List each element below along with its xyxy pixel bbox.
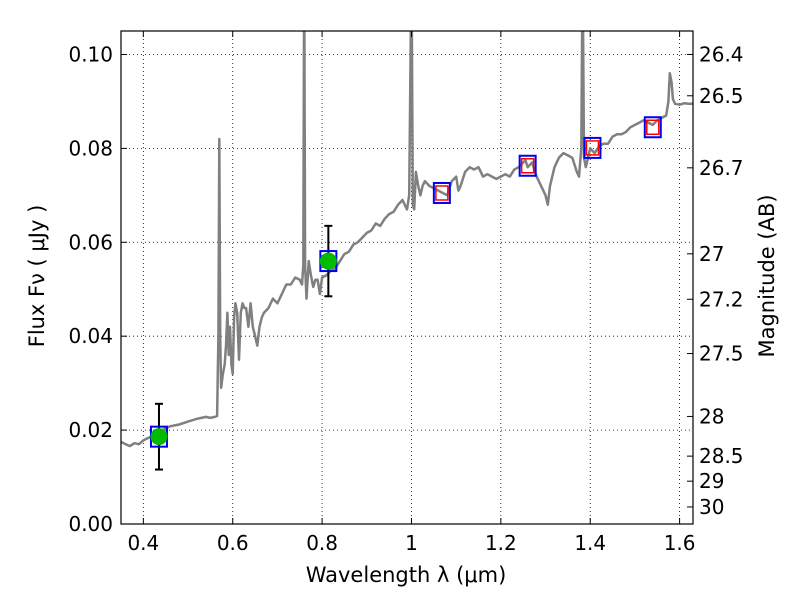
model-band-square [432,181,451,204]
mag-tick-label: 26.7 [699,156,744,180]
data-markers [149,116,662,471]
mag-tick-label: 30 [699,495,724,519]
y-tick-label: 0.00 [68,512,113,536]
predicted-band-marker [520,158,535,174]
grid-lines [121,31,693,525]
spectrum-line [121,31,693,448]
plot-border [120,30,694,525]
model-band-square [518,154,537,177]
plot-frame [120,30,694,525]
mag-tick-label: 27 [699,242,724,266]
x-tick-label: 1 [405,531,418,555]
x-tick-label: 1.4 [574,531,606,555]
mag-tick-label: 26.5 [699,84,744,108]
y-tick-label: 0.02 [68,418,113,442]
magnitude-axis-label: Magnitude (AB) [755,194,779,357]
photometry-point [319,252,337,270]
y-tick-label: 0.10 [68,42,113,66]
mag-tick-label: 28.5 [699,444,744,468]
y-axis-label: Flux Fν ( μJy ) [25,205,49,348]
predicted-band-marker [585,140,600,156]
predicted-band-marker [435,185,449,201]
mag-tick-label: 26.4 [699,42,744,66]
x-tick-label: 1.2 [485,531,517,555]
x-tick-label: 0.6 [217,531,249,555]
mag-tick-label: 28 [699,404,724,428]
photometry-point [150,428,168,446]
y-tick-label: 0.06 [68,230,113,254]
model-band-square [643,116,662,139]
mag-tick-label: 27.2 [699,287,744,311]
x-axis-label: Wavelength λ (μm) [306,563,507,587]
x-tick-label: 1.6 [664,531,696,555]
y-tick-label: 0.04 [68,324,113,348]
x-tick-label: 0.4 [127,531,159,555]
predicted-band-marker [646,119,660,136]
y-tick-label: 0.08 [68,136,113,160]
model-band-square [583,136,602,159]
mag-tick-label: 27.5 [699,342,744,366]
mag-tick-label: 29 [699,469,724,493]
x-tick-label: 0.8 [306,531,338,555]
axis-ticks: 0.4 0.6 0.8 1 1.2 1.4 1.6 0.00 0.02 0.04 0.06 0.08 0… [68,31,744,555]
model-spectrum [121,31,693,448]
